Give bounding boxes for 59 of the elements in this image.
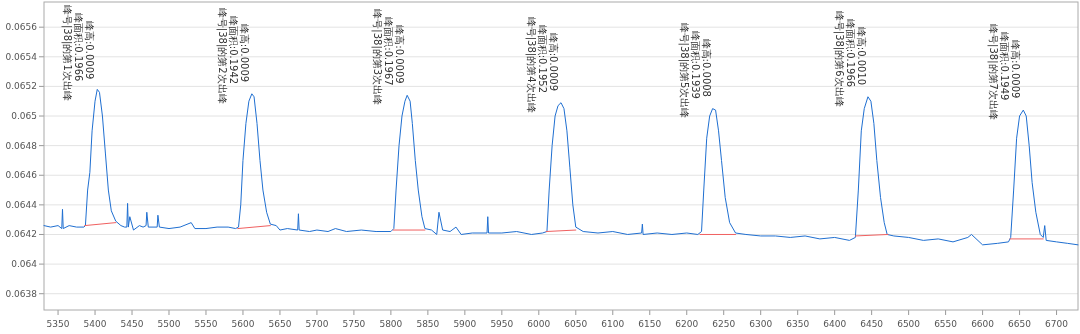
x-tick-label: 5500 <box>157 319 181 329</box>
annotation: 峰高:0.0009 <box>1010 40 1022 99</box>
y-tick-label: 0.0656 <box>5 22 38 33</box>
x-tick-label: 5450 <box>120 319 144 329</box>
x-tick-label: 5750 <box>342 319 366 329</box>
y-tick-label: 0.0654 <box>5 51 38 62</box>
annotation: 峰面积:0.1966 <box>73 13 85 82</box>
annotation: 峰号|38|的第4次出峰 <box>525 16 537 113</box>
y-tick-label: 0.0652 <box>5 81 37 92</box>
annotation: 峰号|38|的第3次出峰 <box>371 9 384 106</box>
annotation: 峰高:0.0008 <box>701 38 713 97</box>
x-tick-label: 6700 <box>1045 319 1069 329</box>
annotation: 峰号|38|的第1次出峰 <box>61 5 74 101</box>
annotation: 峰号|38|的第5次出峰 <box>678 22 691 119</box>
annotation: 峰高:0.0009 <box>84 21 96 80</box>
x-tick-label: 6650 <box>1008 319 1032 329</box>
x-tick-label: 5950 <box>490 319 514 329</box>
x-tick-label: 6000 <box>527 319 551 329</box>
x-tick-label: 6250 <box>712 319 736 329</box>
x-tick-label: 5700 <box>305 319 329 329</box>
x-tick-label: 6550 <box>934 319 958 329</box>
x-tick-label: 6150 <box>638 319 662 329</box>
annotation: 峰面积:0.1952 <box>537 24 548 94</box>
annotation: 峰面积:0.1949 <box>999 32 1011 101</box>
x-tick-label: 5900 <box>453 319 477 329</box>
y-tick-label: 0.064 <box>11 259 38 270</box>
x-tick-label: 5650 <box>268 319 292 329</box>
x-tick-label: 6050 <box>564 319 588 329</box>
annotation: 峰高:0.0009 <box>548 32 559 92</box>
x-tick-label: 6100 <box>601 319 625 329</box>
x-tick-label: 6450 <box>860 319 884 329</box>
y-tick-label: 0.065 <box>11 111 37 122</box>
annotation: 峰号|38|的第7次出峰 <box>987 24 1000 120</box>
annotation: 峰面积:0.1939 <box>690 30 702 99</box>
y-tick-label: 0.0642 <box>5 229 37 240</box>
x-tick-label: 6500 <box>897 319 921 329</box>
annotation: 峰号|38|的第6次出峰 <box>833 10 846 107</box>
x-tick-label: 5400 <box>83 319 107 329</box>
x-tick-label: 5800 <box>379 319 403 329</box>
x-tick-label: 6350 <box>786 319 810 329</box>
annotation: 峰号|38|的第2次出峰 <box>215 7 228 104</box>
annotation: 峰高:0.0010 <box>856 26 868 86</box>
x-tick-label: 6200 <box>675 319 699 329</box>
x-tick-label: 6600 <box>971 319 995 329</box>
x-tick-label: 6400 <box>823 319 847 329</box>
annotation: 峰面积:0.1967 <box>383 17 395 86</box>
annotation: 峰面积:0.1966 <box>845 18 857 88</box>
x-tick-label: 5350 <box>46 319 70 329</box>
y-tick-label: 0.0644 <box>5 199 38 210</box>
annotation: 峰高:0.0009 <box>394 25 406 84</box>
y-tick-label: 0.0638 <box>5 288 38 299</box>
annotation: 峰高:0.0009 <box>238 23 250 83</box>
y-tick-label: 0.0648 <box>5 140 38 151</box>
annotation: 峰面积:0.1942 <box>227 15 239 85</box>
x-tick-label: 5550 <box>194 319 218 329</box>
x-tick-label: 6300 <box>749 319 773 329</box>
y-tick-label: 0.0646 <box>5 170 38 181</box>
x-tick-label: 5850 <box>416 319 440 329</box>
x-tick-label: 5600 <box>231 319 255 329</box>
